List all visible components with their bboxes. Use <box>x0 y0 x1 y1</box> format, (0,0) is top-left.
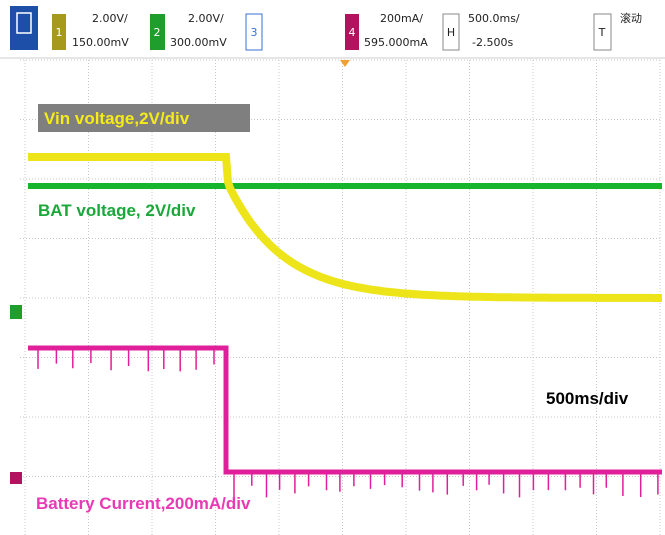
menu-icon <box>16 12 32 34</box>
vin-trace <box>28 153 662 302</box>
ch4-ground-marker <box>10 472 22 484</box>
toolbar <box>0 0 665 56</box>
ch1-scale: 2.00V/ <box>92 12 128 25</box>
ch2-ground-marker <box>10 305 22 319</box>
trigger-key: T <box>598 26 606 39</box>
ch4-badge[interactable] <box>345 14 359 50</box>
ch1-number: 1 <box>56 26 63 39</box>
horizontal-scale: 500.0ms/ <box>468 12 520 25</box>
current-spikes <box>37 350 659 498</box>
current-label: Battery Current,200mA/div <box>36 494 251 513</box>
vin-label: Vin voltage,2V/div <box>44 109 190 128</box>
ch2-offset: 300.00mV <box>170 36 227 49</box>
ch3-badge[interactable] <box>245 13 263 51</box>
ch1-badge[interactable] <box>52 14 66 50</box>
trigger-mode: 滚动 <box>620 11 642 25</box>
ch1-offset: 150.00mV <box>72 36 129 49</box>
vin-label-box <box>38 104 250 132</box>
trigger-marker <box>340 60 350 67</box>
trigger-badge[interactable] <box>593 13 612 51</box>
ch4-offset: 595.000mA <box>364 36 428 49</box>
ch2-scale: 2.00V/ <box>188 12 224 25</box>
ch3-number: 3 <box>251 26 258 39</box>
traces <box>28 153 662 498</box>
ch2-number: 2 <box>154 26 161 39</box>
time-label: 500ms/div <box>546 389 629 408</box>
horizontal-offset: -2.500s <box>472 36 513 49</box>
horizontal-key: H <box>447 26 455 39</box>
current-trace <box>28 345 662 475</box>
ch4-scale: 200mA/ <box>380 12 423 25</box>
ch2-badge[interactable] <box>150 14 165 50</box>
horizontal-badge[interactable] <box>442 13 460 51</box>
ch4-number: 4 <box>349 26 356 39</box>
bat-label: BAT voltage, 2V/div <box>38 201 196 220</box>
